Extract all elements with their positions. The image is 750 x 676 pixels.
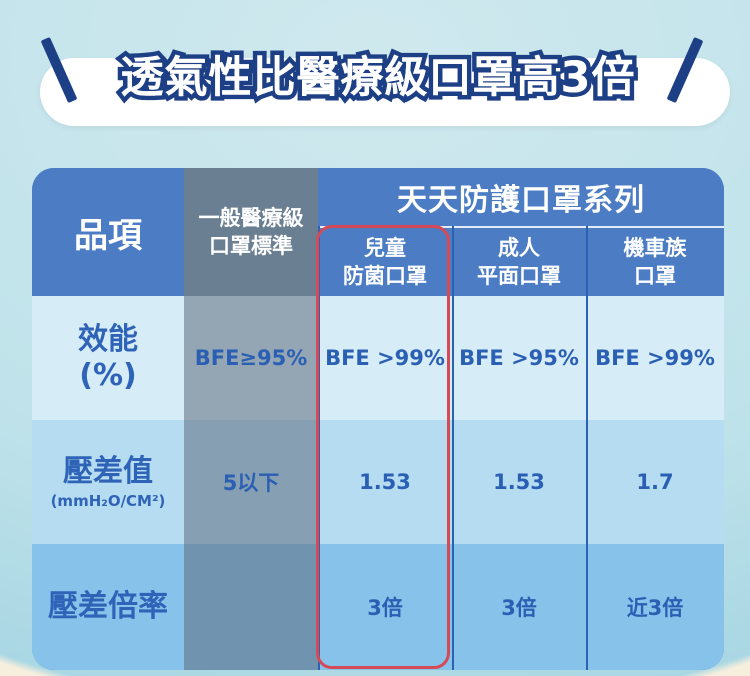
header-product-moto: 機車族 口罩 [623, 236, 687, 288]
header-product-kids: 兒童 防菌口罩 [343, 236, 427, 288]
comparison-table: 品項 一般醫療級口罩標準 天天防護口罩系列 兒童 防菌口罩 成人 平面口罩 機車… [32, 168, 724, 670]
row-label-efficiency: 效能 (%) [78, 322, 138, 393]
cell-value: 1.53 [493, 470, 545, 494]
header-standard: 一般醫療級口罩標準 [198, 206, 304, 258]
row-label-ratio: 壓差倍率 [48, 589, 168, 624]
table-row [32, 420, 724, 544]
cell-value: BFE >99% [325, 346, 445, 370]
row-label-pressure-main: 壓差值 [63, 454, 153, 489]
title-outline: 透氣性比醫療級口罩高3倍 [116, 49, 639, 108]
cell-value: BFE >95% [459, 346, 579, 370]
header-item: 品項 [74, 215, 142, 256]
cell-standard [184, 544, 318, 670]
row-label-pressure: 壓差值 (mmH₂O/CM²) [32, 420, 184, 544]
cell-value: BFE >99% [595, 346, 715, 370]
table-header [32, 168, 724, 296]
standard-column-header [184, 168, 318, 296]
cell-value: 3倍 [501, 596, 537, 620]
cell-value: 1.7 [636, 470, 674, 494]
column-divider [318, 226, 320, 670]
row-label-pressure-unit: (mmH₂O/CM²) [50, 492, 166, 510]
column-divider [586, 226, 588, 670]
cell-standard: 5以下 [222, 471, 280, 495]
header-series: 天天防護口罩系列 [397, 183, 645, 218]
cell-value: 近3倍 [626, 596, 684, 620]
cell-value: 1.53 [359, 470, 411, 494]
page-title: 透氣性比醫療級口罩高3倍 [120, 53, 636, 103]
column-divider [452, 226, 454, 670]
cell-value: 3倍 [367, 596, 403, 620]
table-row [32, 296, 724, 420]
title-banner [40, 58, 730, 126]
highlight-kids-column [316, 225, 450, 669]
cell-standard: BFE≥95% [194, 346, 308, 370]
header-product-adult: 成人 平面口罩 [477, 236, 561, 288]
header-divider [318, 226, 724, 228]
table-row [32, 544, 724, 670]
